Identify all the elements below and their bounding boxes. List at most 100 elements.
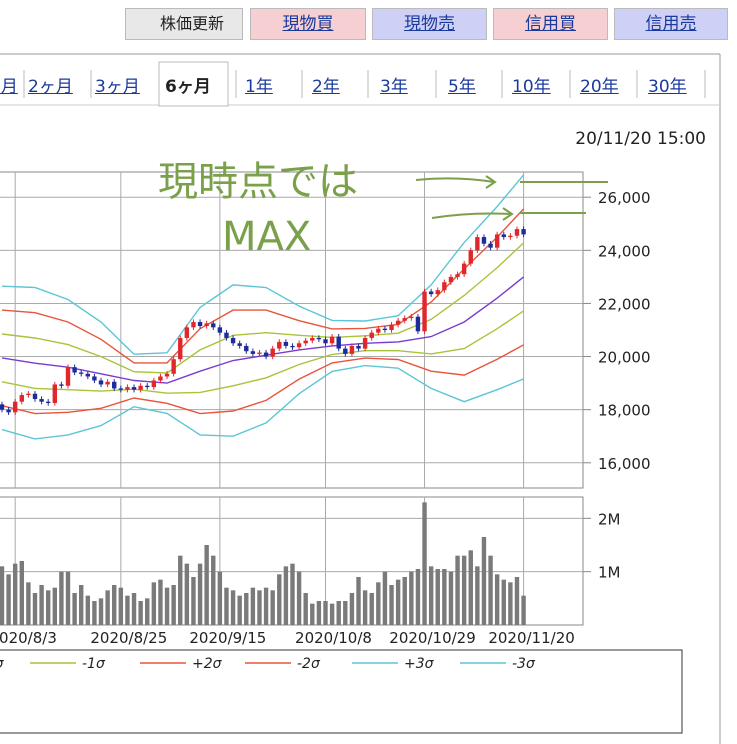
volume-bar: [112, 585, 117, 625]
candle-body: [428, 291, 434, 295]
candle-body: [494, 234, 500, 248]
candle-body: [250, 351, 256, 354]
period-tab[interactable]: 1年: [245, 77, 273, 97]
candle-body: [475, 237, 480, 251]
candle-body: [283, 341, 289, 346]
candle-body: [6, 409, 11, 413]
volume-bar: [521, 595, 526, 625]
period-tab[interactable]: 3ヶ月: [95, 77, 140, 97]
x-tick-label: 2020/9/15: [189, 629, 266, 647]
band-line: [1, 310, 524, 394]
price-panel: [0, 171, 584, 489]
candle-body: [448, 276, 454, 283]
period-tab[interactable]: 6ヶ月: [165, 77, 211, 97]
volume-bar: [0, 566, 5, 625]
x-tick-label: 2020/8/3: [0, 629, 57, 647]
candle-body: [98, 380, 104, 385]
x-tick-label: 2020/10/8: [295, 629, 372, 647]
period-tab[interactable]: 1ヶ月: [0, 77, 18, 97]
trade-button[interactable]: 現物売: [372, 8, 487, 40]
candle-body: [105, 381, 110, 385]
annotation-text: MAX: [222, 214, 311, 260]
volume-bar: [323, 601, 328, 625]
legend-label: -1σ: [82, 656, 106, 672]
candle-body: [138, 385, 143, 390]
candle-body: [263, 352, 269, 357]
volume-bar: [237, 595, 242, 625]
volume-bar: [435, 569, 440, 625]
trade-button[interactable]: 信用売: [614, 8, 728, 40]
volume-bar: [178, 555, 183, 625]
period-tab[interactable]: 3年: [380, 77, 408, 97]
volume-bar: [468, 550, 473, 625]
candle-body: [230, 337, 236, 344]
candle-body: [257, 352, 262, 354]
volume-bar: [514, 577, 520, 625]
volume-bar: [244, 593, 249, 625]
candle-body: [131, 387, 137, 390]
trade-button[interactable]: 現物買: [250, 8, 366, 40]
volume-bar: [184, 563, 190, 625]
volume-bar: [19, 561, 24, 625]
volume-bar: [125, 595, 130, 625]
volume-bar: [45, 590, 51, 625]
volume-bar: [461, 555, 467, 625]
candle-body: [409, 316, 414, 319]
candle-body: [224, 332, 229, 338]
candle-body: [217, 327, 223, 333]
volume-bar: [59, 571, 64, 625]
candle-body: [32, 393, 38, 400]
candle-body: [211, 323, 216, 328]
candle-body: [151, 380, 157, 388]
volume-bar: [224, 587, 229, 625]
candle-body: [415, 316, 421, 332]
candle-body: [270, 348, 275, 357]
candle-body: [442, 282, 447, 291]
candle-body: [402, 318, 407, 321]
volume-bar: [65, 571, 71, 625]
volume-bar: [448, 571, 454, 625]
trade-button[interactable]: 信用買: [493, 8, 608, 40]
period-tab[interactable]: 5年: [448, 77, 476, 97]
candle-body: [514, 229, 520, 236]
candle-body: [39, 399, 44, 402]
period-tab[interactable]: 10年: [512, 77, 551, 97]
candle-body: [290, 345, 295, 348]
volume-bar: [250, 587, 256, 625]
volume-bar: [145, 598, 150, 625]
volume-bar: [508, 582, 513, 625]
candle-body: [329, 336, 335, 344]
period-tab[interactable]: 2年: [312, 77, 340, 97]
y-tick-label: 18,000: [598, 402, 651, 420]
volume-bar: [369, 593, 374, 625]
volume-bar: [191, 577, 196, 625]
volume-bar: [415, 569, 421, 625]
legend-label: +2σ: [192, 656, 223, 672]
candle-body: [171, 359, 176, 374]
refresh-button[interactable]: 株価更新: [125, 8, 243, 40]
x-tick-label: 2020/11/20: [488, 629, 574, 647]
candle-body: [349, 345, 355, 354]
volume-bar: [409, 571, 414, 625]
volume-bar: [395, 579, 401, 625]
volume-tick-label: 1M: [598, 564, 621, 582]
candle-body: [0, 404, 5, 410]
candle-body: [204, 323, 209, 327]
candle-body: [395, 320, 401, 325]
period-tab[interactable]: 2ヶ月: [28, 77, 73, 97]
volume-bar: [422, 502, 427, 625]
candle-body: [118, 388, 124, 390]
candle-body: [501, 234, 506, 238]
legend-label: +1σ: [0, 656, 5, 672]
candle-body: [455, 274, 460, 277]
period-tab[interactable]: 30年: [648, 77, 687, 97]
period-tab[interactable]: 20年: [580, 77, 619, 97]
candle-body: [356, 345, 361, 349]
candle-body: [184, 327, 190, 338]
candle-body: [277, 341, 282, 349]
band-line: [1, 242, 525, 374]
volume-bar: [343, 601, 348, 625]
legend-label: -3σ: [512, 656, 536, 672]
y-tick-label: 16,000: [598, 455, 651, 473]
volume-bar: [455, 555, 460, 625]
